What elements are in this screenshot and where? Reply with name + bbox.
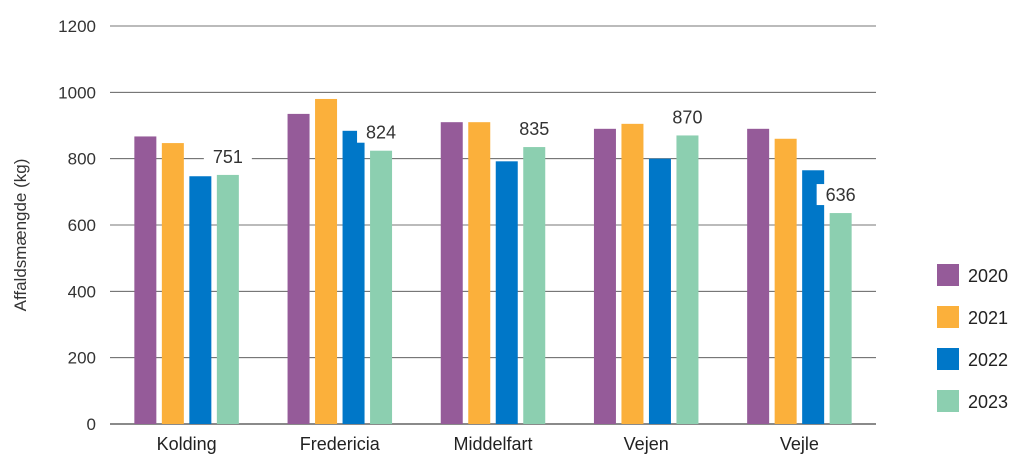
legend-label-2020: 2020 (968, 266, 1008, 286)
bar-kolding-2023 (217, 175, 239, 424)
bar-fredericia-2021 (315, 99, 337, 424)
data-label-vejle: 636 (826, 185, 856, 205)
bar-vejle-2021 (775, 139, 797, 424)
legend: 2020 2021 2022 2023 (937, 264, 1008, 412)
data-label-fredericia: 824 (366, 123, 396, 143)
y-tick-label: 0 (87, 415, 96, 434)
data-label-kolding: 751 (213, 147, 243, 167)
x-category-label: Kolding (157, 434, 217, 454)
x-category-label: Middelfart (453, 434, 532, 454)
bar-fredericia-2023 (370, 151, 392, 424)
y-tick-label: 400 (68, 282, 96, 301)
legend-label-2021: 2021 (968, 308, 1008, 328)
y-axis-label: Affaldsmængde (kg) (11, 159, 30, 312)
bar-vejen-2023 (676, 135, 698, 424)
y-tick-label: 200 (68, 349, 96, 368)
y-tick-label: 600 (68, 216, 96, 235)
legend-label-2023: 2023 (968, 392, 1008, 412)
x-category-label: Fredericia (300, 434, 381, 454)
legend-swatch-2022 (937, 348, 959, 370)
bar-middelfart-2021 (468, 122, 490, 424)
data-label-vejen: 870 (672, 107, 702, 127)
x-category-label: Vejen (624, 434, 669, 454)
bar-fredericia-2022 (343, 131, 365, 424)
bar-vejle-2020 (747, 129, 769, 424)
legend-swatch-2020 (937, 264, 959, 286)
y-tick-label: 800 (68, 150, 96, 169)
bar-middelfart-2023 (523, 147, 545, 424)
bar-fredericia-2020 (288, 114, 310, 424)
bar-kolding-2020 (134, 136, 156, 424)
bar-vejen-2022 (649, 159, 671, 424)
bar-vejle-2022 (802, 170, 824, 424)
data-label-middelfart: 835 (519, 119, 549, 139)
bar-middelfart-2022 (496, 161, 518, 424)
legend-swatch-2021 (937, 306, 959, 328)
bar-vejle-2023 (830, 213, 852, 424)
bar-vejen-2021 (621, 124, 643, 424)
bar-middelfart-2020 (441, 122, 463, 424)
y-tick-label: 1000 (58, 83, 96, 102)
legend-label-2022: 2022 (968, 350, 1008, 370)
x-category-label: Vejle (780, 434, 819, 454)
legend-swatch-2023 (937, 390, 959, 412)
y-tick-label: 1200 (58, 17, 96, 36)
x-axis-categories: Kolding Fredericia Middelfart Vejen Vejle (157, 434, 819, 454)
y-axis-ticks: 0 200 400 600 800 1000 1200 (58, 17, 96, 434)
bar-kolding-2021 (162, 143, 184, 424)
bar-vejen-2020 (594, 129, 616, 424)
bar-kolding-2022 (189, 176, 211, 424)
